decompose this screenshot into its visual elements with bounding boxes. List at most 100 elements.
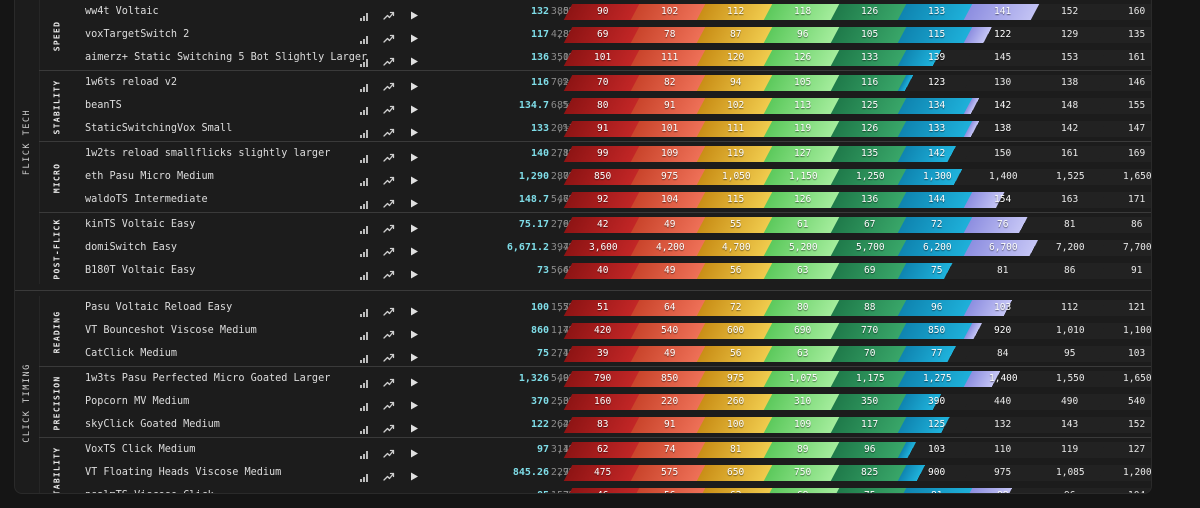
trend-icon[interactable] (383, 302, 395, 316)
play-icon[interactable] (409, 348, 420, 362)
scenario-name[interactable]: beanTS (85, 100, 122, 111)
tier-value: 220 (661, 396, 679, 407)
trend-icon[interactable] (383, 348, 395, 362)
play-icon[interactable] (409, 100, 420, 114)
trend-icon[interactable] (383, 396, 395, 410)
signal-bars-icon[interactable] (359, 302, 370, 317)
signal-bars-icon[interactable] (359, 325, 370, 340)
trend-icon[interactable] (383, 52, 395, 66)
play-icon[interactable] (409, 325, 420, 339)
play-icon[interactable] (409, 302, 420, 316)
signal-bars-icon[interactable] (359, 100, 370, 115)
signal-bars-icon[interactable] (359, 6, 370, 21)
play-icon[interactable] (409, 444, 420, 458)
trend-icon[interactable] (383, 194, 395, 208)
tier-value: 49 (663, 348, 676, 359)
scenario-name[interactable]: 1w2ts reload smallflicks slightly larger (85, 148, 331, 159)
scenario-name[interactable]: kinTS Voltaic Easy (85, 219, 196, 230)
tier-value: 134 (927, 100, 946, 111)
trend-icon[interactable] (383, 123, 395, 137)
signal-bars-icon[interactable] (359, 396, 370, 411)
signal-bars-icon[interactable] (359, 171, 370, 186)
signal-bars-icon[interactable] (359, 52, 370, 67)
tier-threshold: 770 (830, 323, 910, 339)
tier-threshold: 790 (563, 371, 643, 387)
tier-value: 1,200 (1122, 467, 1151, 478)
play-icon[interactable] (409, 396, 420, 410)
scenario-name[interactable]: eth Pasu Micro Medium (85, 171, 214, 182)
scenario-name[interactable]: ww4t Voltaic (85, 6, 159, 17)
play-icon[interactable] (409, 194, 420, 208)
tier-value: 600 (727, 325, 745, 336)
tier-value: 770 (861, 325, 879, 336)
signal-bars-icon[interactable] (359, 123, 370, 138)
trend-icon[interactable] (383, 29, 395, 43)
scenario-name[interactable]: VT Floating Heads Viscose Medium (85, 467, 282, 478)
play-icon[interactable] (409, 148, 420, 162)
scenario-name[interactable]: skyClick Goated Medium (85, 419, 220, 430)
scenario-name[interactable]: VT Bounceshot Viscose Medium (85, 325, 257, 336)
tier-value: 88 (864, 302, 876, 313)
scenario-name[interactable]: B180T Voltaic Easy (85, 265, 196, 276)
play-icon[interactable] (409, 419, 420, 433)
scenario-name[interactable]: CatClick Medium (85, 348, 178, 359)
play-icon[interactable] (409, 52, 420, 66)
signal-bars-icon[interactable] (359, 29, 370, 44)
signal-bars-icon[interactable] (359, 194, 370, 209)
tier-value: 132 (994, 419, 1012, 430)
tier-threshold: 67 (830, 217, 910, 233)
trend-icon[interactable] (383, 6, 395, 20)
trend-icon[interactable] (383, 325, 395, 339)
play-icon[interactable] (409, 219, 420, 233)
signal-bars-icon[interactable] (359, 373, 370, 388)
tier-value: 109 (661, 148, 679, 159)
scenario-name[interactable]: voxTargetSwitch 2 (85, 29, 190, 40)
play-icon[interactable] (409, 242, 420, 256)
scenario-name[interactable]: 1w3ts Pasu Perfected Micro Goated Larger (85, 373, 331, 384)
trend-icon[interactable] (383, 490, 394, 493)
category-label: FLICK TECH (22, 108, 32, 176)
trend-icon[interactable] (383, 100, 395, 114)
trend-icon[interactable] (383, 265, 395, 279)
tier-value: 350 (861, 396, 879, 407)
play-icon[interactable] (409, 29, 420, 43)
play-icon[interactable] (409, 373, 420, 387)
play-icon[interactable] (409, 171, 420, 185)
scenario-name[interactable]: Popcorn MV Medium (85, 396, 190, 407)
signal-bars-icon[interactable] (359, 219, 370, 234)
signal-bars-icon[interactable] (359, 77, 370, 92)
scenario-name[interactable]: waldoTS Intermediate (85, 194, 208, 205)
trend-icon[interactable] (383, 77, 395, 91)
trend-icon[interactable] (383, 219, 395, 233)
trend-icon[interactable] (383, 373, 395, 387)
signal-bars-icon[interactable] (359, 490, 370, 493)
trend-icon[interactable] (383, 467, 395, 481)
trend-icon[interactable] (383, 242, 395, 256)
tier-value: 7,200 (1055, 242, 1085, 253)
tier-value: 1,175 (855, 373, 885, 384)
play-icon[interactable] (409, 77, 420, 91)
play-icon[interactable] (409, 6, 420, 20)
trend-icon[interactable] (383, 419, 395, 433)
play-icon[interactable] (409, 467, 420, 481)
scenario-name[interactable]: StaticSwitchingVox Small (85, 123, 233, 134)
scenario-name[interactable]: aimerz+ Static Switching 5 Bot Slightly … (85, 52, 368, 63)
signal-bars-icon[interactable] (359, 419, 370, 434)
signal-bars-icon[interactable] (359, 265, 370, 280)
scenario-name[interactable]: psalmTS Viscose Click (85, 484, 214, 493)
trend-icon[interactable] (383, 444, 395, 458)
scenario-name[interactable]: domiSwitch Easy (85, 242, 178, 253)
play-icon[interactable] (409, 490, 420, 493)
trend-icon[interactable] (383, 171, 395, 185)
scenario-name[interactable]: 1w6ts reload v2 (85, 77, 178, 88)
signal-bars-icon[interactable] (359, 444, 370, 459)
scenario-name[interactable]: VoxTS Click Medium (85, 444, 196, 455)
signal-bars-icon[interactable] (359, 242, 370, 257)
play-icon[interactable] (409, 123, 420, 137)
trend-icon[interactable] (383, 148, 395, 162)
signal-bars-icon[interactable] (359, 148, 370, 163)
scenario-name[interactable]: Pasu Voltaic Reload Easy (85, 302, 233, 313)
play-icon[interactable] (409, 265, 420, 279)
signal-bars-icon[interactable] (359, 467, 370, 482)
signal-bars-icon[interactable] (359, 348, 370, 363)
